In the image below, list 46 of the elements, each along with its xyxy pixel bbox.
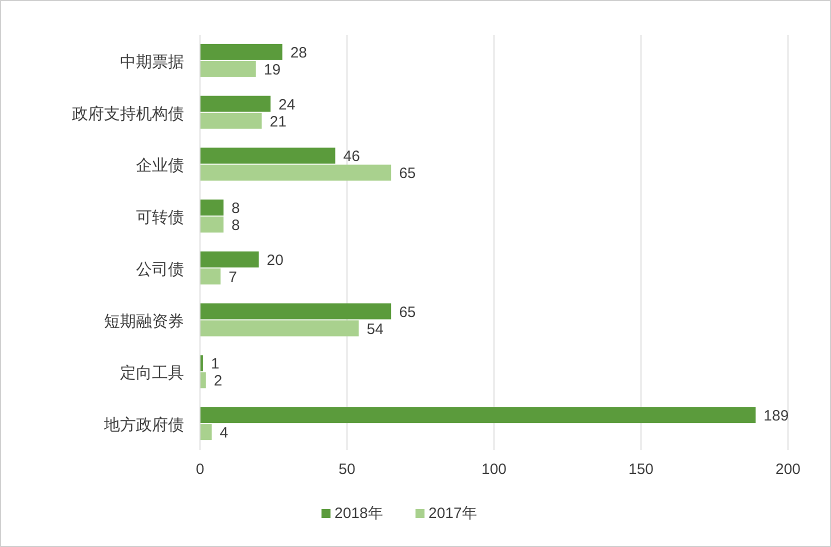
bar (200, 216, 224, 233)
y-tick-label: 短期融资券 (104, 312, 184, 330)
data-label: 4 (220, 424, 228, 442)
data-label: 46 (343, 148, 360, 166)
x-tick-label: 50 (338, 461, 356, 478)
y-tick-label: 政府支持机构债 (72, 104, 184, 123)
y-tick-label: 中期票据 (120, 52, 184, 71)
bar (200, 60, 256, 77)
x-tick-label: 100 (481, 461, 507, 478)
legend-label: 2018年 (334, 505, 383, 522)
y-tick-label: 可转债 (136, 210, 184, 227)
data-label: 54 (366, 320, 384, 338)
data-label: 189 (764, 408, 789, 425)
y-tick-label: 地方政府债 (103, 416, 184, 434)
data-label: 19 (264, 61, 281, 78)
bar (200, 320, 359, 336)
data-label: 24 (278, 96, 296, 114)
bar (200, 372, 206, 388)
bar (200, 200, 224, 216)
data-label: 1 (210, 356, 220, 373)
data-label: 8 (232, 200, 240, 218)
data-label: 2 (214, 372, 222, 390)
bar (200, 148, 336, 164)
y-tick-label: 企业债 (136, 156, 184, 175)
bar (200, 251, 259, 268)
bar (200, 96, 271, 112)
legend-label: 2017年 (428, 505, 477, 522)
bar (200, 164, 392, 181)
data-label: 65 (399, 165, 416, 182)
data-label: 7 (228, 268, 237, 286)
data-label: 8 (232, 217, 240, 234)
bar (200, 424, 212, 440)
x-tick-label: 150 (628, 461, 654, 478)
data-label: 21 (270, 113, 286, 130)
bar (200, 112, 262, 129)
bar (200, 268, 221, 284)
data-label: 65 (399, 304, 416, 321)
bar (200, 44, 282, 60)
data-label: 20 (266, 252, 284, 269)
y-tick-label: 定向工具 (120, 364, 184, 382)
data-label: 28 (290, 44, 308, 62)
bar (200, 303, 392, 320)
x-tick-label: 0 (196, 461, 204, 478)
y-tick-label: 公司债 (136, 261, 184, 278)
bar (200, 407, 756, 424)
x-tick-label: 200 (775, 461, 801, 478)
